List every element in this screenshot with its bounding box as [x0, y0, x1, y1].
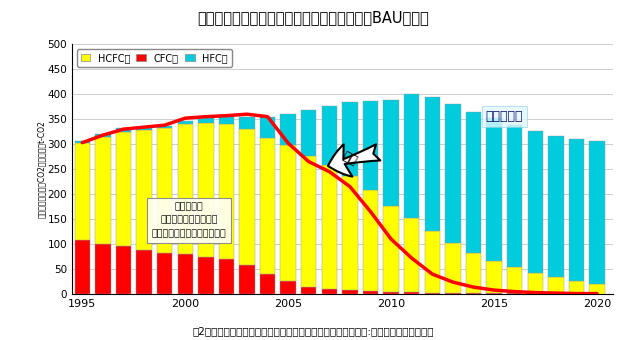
- Bar: [301, 156, 317, 287]
- Bar: [157, 128, 172, 253]
- Y-axis label: 冷媒ストック量（CO2換算）百万t-CO2: 冷媒ストック量（CO2換算）百万t-CO2: [37, 120, 46, 218]
- Bar: [486, 118, 502, 261]
- Text: 図2　我国の冷凍空調機器における冷媒の市中ストック（出典:環境省・経済産業省）: 図2 我国の冷凍空調機器における冷媒の市中ストック（出典:環境省・経済産業省）: [192, 327, 434, 337]
- Bar: [198, 118, 213, 123]
- Bar: [383, 100, 399, 206]
- Bar: [260, 138, 275, 274]
- Bar: [589, 141, 605, 284]
- Bar: [95, 134, 111, 137]
- Bar: [404, 218, 419, 292]
- Bar: [568, 139, 584, 280]
- Bar: [445, 104, 461, 243]
- Bar: [260, 117, 275, 138]
- Bar: [404, 292, 419, 294]
- Bar: [424, 97, 440, 231]
- Text: 特定フロン
（オゾン層破壊物質）
（オゾン法で生産等を規制）: 特定フロン （オゾン層破壊物質） （オゾン法で生産等を規制）: [152, 202, 227, 238]
- Bar: [218, 117, 234, 124]
- Bar: [445, 293, 461, 294]
- Bar: [589, 284, 605, 294]
- Bar: [218, 259, 234, 294]
- Bar: [528, 273, 543, 294]
- Bar: [507, 267, 522, 293]
- Bar: [466, 293, 481, 294]
- Text: 転換: 転換: [341, 150, 359, 168]
- Bar: [239, 129, 255, 265]
- Bar: [342, 290, 357, 294]
- Bar: [116, 246, 131, 294]
- Bar: [157, 253, 172, 294]
- Bar: [342, 102, 357, 176]
- Bar: [404, 94, 419, 218]
- Bar: [95, 137, 111, 244]
- Bar: [322, 165, 337, 289]
- Bar: [74, 143, 90, 240]
- Bar: [507, 293, 522, 294]
- Bar: [486, 261, 502, 293]
- Bar: [260, 274, 275, 294]
- Bar: [136, 250, 151, 294]
- Bar: [322, 106, 337, 165]
- Bar: [383, 206, 399, 292]
- Bar: [178, 254, 193, 294]
- Bar: [548, 136, 563, 277]
- Bar: [74, 240, 90, 294]
- Bar: [466, 253, 481, 293]
- Bar: [528, 131, 543, 273]
- Bar: [157, 126, 172, 128]
- Bar: [74, 141, 90, 143]
- Bar: [301, 287, 317, 294]
- Bar: [136, 128, 151, 130]
- Bar: [136, 130, 151, 250]
- Bar: [363, 291, 378, 294]
- Bar: [280, 144, 296, 280]
- Bar: [116, 132, 131, 246]
- Bar: [301, 110, 317, 156]
- Bar: [383, 292, 399, 294]
- Bar: [445, 243, 461, 293]
- Bar: [95, 244, 111, 294]
- Bar: [218, 124, 234, 259]
- Bar: [198, 123, 213, 257]
- Bar: [178, 121, 193, 124]
- Bar: [424, 293, 440, 294]
- Legend: HCFC計, CFC計, HFC計: HCFC計, CFC計, HFC計: [77, 49, 232, 67]
- Bar: [322, 289, 337, 294]
- Bar: [342, 176, 357, 290]
- Bar: [568, 280, 584, 294]
- Bar: [363, 190, 378, 291]
- Bar: [116, 128, 131, 132]
- Bar: [280, 114, 296, 144]
- Bar: [178, 124, 193, 254]
- Text: 冷凍空調機器における冷媒の市中ストック（BAU推計）: 冷凍空調機器における冷媒の市中ストック（BAU推計）: [197, 10, 429, 25]
- Bar: [486, 293, 502, 294]
- Bar: [363, 101, 378, 190]
- Bar: [466, 112, 481, 253]
- Bar: [198, 257, 213, 294]
- Bar: [424, 231, 440, 293]
- Bar: [239, 117, 255, 129]
- Bar: [507, 125, 522, 267]
- Bar: [280, 280, 296, 294]
- Text: 代替フロン: 代替フロン: [486, 110, 523, 123]
- Bar: [548, 277, 563, 294]
- Bar: [239, 265, 255, 294]
